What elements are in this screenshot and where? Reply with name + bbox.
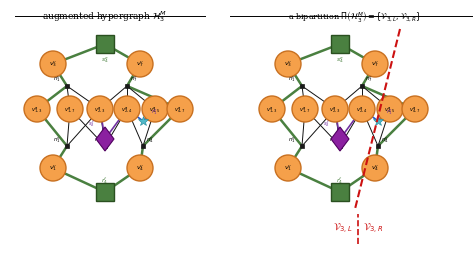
Polygon shape: [96, 127, 114, 151]
Bar: [125, 84, 129, 88]
Text: $n_2^v$: $n_2^v$: [329, 135, 337, 145]
Text: $v_3^v$: $v_3^v$: [284, 59, 292, 69]
Circle shape: [402, 96, 428, 122]
Text: $v_{2,4}^a$: $v_{2,4}^a$: [356, 105, 368, 114]
Circle shape: [40, 155, 66, 181]
Bar: [331, 183, 349, 201]
Text: $v_1^v$: $v_1^v$: [284, 163, 292, 173]
Bar: [103, 144, 107, 148]
Text: $s_4^e$: $s_4^e$: [101, 55, 109, 65]
Text: $n_1^v$: $n_1^v$: [288, 74, 296, 84]
Text: $r_1^e$: $r_1^e$: [386, 107, 393, 117]
Bar: [300, 144, 304, 148]
Text: $v_{1,3}^a$: $v_{1,3}^a$: [266, 105, 278, 114]
Circle shape: [57, 96, 83, 122]
Text: $\mathcal{V}_{3,L}$: $\mathcal{V}_{3,L}$: [333, 222, 353, 236]
Text: $n_2^v$: $n_2^v$: [94, 135, 102, 145]
Circle shape: [362, 51, 388, 77]
Text: $v_4^v$: $v_4^v$: [370, 163, 380, 173]
Circle shape: [142, 96, 168, 122]
Text: $v_{4,5}^a$: $v_{4,5}^a$: [384, 105, 396, 114]
Bar: [300, 84, 304, 88]
Text: $n_4^v$: $n_4^v$: [146, 135, 154, 145]
Text: $v_{4,5}^a$: $v_{4,5}^a$: [149, 105, 161, 114]
Circle shape: [349, 96, 375, 122]
Circle shape: [292, 96, 318, 122]
Text: $v_7^v$: $v_7^v$: [370, 59, 380, 69]
Text: $s_2^f$: $s_2^f$: [323, 118, 330, 129]
Text: $n_1^v$: $n_1^v$: [53, 135, 61, 145]
Bar: [65, 84, 69, 88]
Text: $n_1^v$: $n_1^v$: [53, 74, 61, 84]
Circle shape: [114, 96, 140, 122]
Text: $v_{1,7}^a$: $v_{1,7}^a$: [64, 105, 76, 114]
Circle shape: [275, 51, 301, 77]
Circle shape: [40, 51, 66, 77]
Text: $v_{2,3}^a$: $v_{2,3}^a$: [329, 105, 341, 114]
Circle shape: [275, 155, 301, 181]
Text: $v_3^v$: $v_3^v$: [49, 59, 57, 69]
Text: $v_1^v$: $v_1^v$: [49, 163, 57, 173]
Text: $v_{1,7}^a$: $v_{1,7}^a$: [299, 105, 311, 114]
Text: $v_{4,7}^a$: $v_{4,7}^a$: [174, 105, 186, 114]
Text: $n_1^v$: $n_1^v$: [288, 135, 296, 145]
Circle shape: [322, 96, 348, 122]
Circle shape: [167, 96, 193, 122]
Text: $v_4^v$: $v_4^v$: [136, 163, 144, 173]
Bar: [141, 144, 145, 148]
Bar: [65, 144, 69, 148]
Bar: [96, 183, 114, 201]
Circle shape: [87, 96, 113, 122]
Text: $v_7^v$: $v_7^v$: [136, 59, 144, 69]
Text: augmented hypergraph $\mathcal{H}_3^M$: augmented hypergraph $\mathcal{H}_3^M$: [42, 9, 168, 24]
Circle shape: [362, 155, 388, 181]
Circle shape: [24, 96, 50, 122]
Text: a bipartition $\Pi\left(\mathcal{H}_3^M\right) = \{\mathcal{V}_{3,L}, \mathcal{V: a bipartition $\Pi\left(\mathcal{H}_3^M\…: [288, 9, 422, 24]
Bar: [360, 84, 364, 88]
Circle shape: [377, 96, 403, 122]
Text: $n_7^v$: $n_7^v$: [365, 74, 373, 84]
Text: $n_7^v$: $n_7^v$: [130, 74, 138, 84]
Text: $s_4^e$: $s_4^e$: [336, 55, 344, 65]
Circle shape: [127, 155, 153, 181]
Text: $r_1^e$: $r_1^e$: [151, 107, 158, 117]
Polygon shape: [331, 127, 349, 151]
Text: $v_{1,3}^a$: $v_{1,3}^a$: [31, 105, 43, 114]
Text: $\mathcal{V}_{3,R}$: $\mathcal{V}_{3,R}$: [363, 222, 383, 236]
Text: $v_{4,7}^a$: $v_{4,7}^a$: [409, 105, 421, 114]
Text: $v_{2,3}^a$: $v_{2,3}^a$: [94, 105, 106, 114]
Circle shape: [259, 96, 285, 122]
Text: $r_4^f$: $r_4^f$: [102, 175, 108, 186]
Text: $v_{2,4}^a$: $v_{2,4}^a$: [121, 105, 133, 114]
Circle shape: [127, 51, 153, 77]
Bar: [338, 144, 342, 148]
Bar: [376, 144, 380, 148]
Text: $n_4^v$: $n_4^v$: [381, 135, 389, 145]
Text: $s_2^f$: $s_2^f$: [88, 118, 95, 129]
Bar: [331, 35, 349, 53]
Bar: [96, 35, 114, 53]
Text: $r_4^f$: $r_4^f$: [336, 175, 343, 186]
